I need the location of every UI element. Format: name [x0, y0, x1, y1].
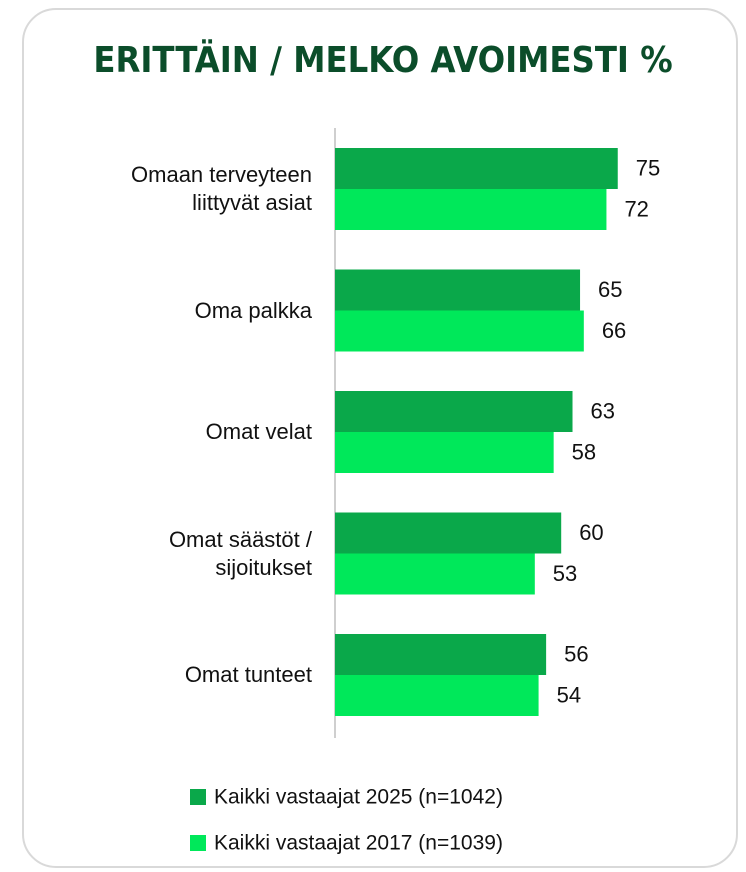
data-label: 60 — [579, 520, 603, 545]
data-label: 63 — [591, 398, 615, 423]
legend-label: Kaikki vastaajat 2025 (n=1042) — [214, 786, 503, 809]
data-label: 53 — [553, 561, 577, 586]
card — [22, 8, 738, 868]
bar — [335, 675, 539, 716]
category-label: Omat velat — [205, 419, 312, 444]
legend-swatch — [190, 789, 206, 805]
category-label: Oma palkka — [194, 297, 312, 323]
legend-swatch — [190, 835, 206, 851]
category-label: Omat tunteet — [184, 662, 312, 687]
chart-title: ERITTÄIN / MELKO AVOIMESTI % — [93, 39, 672, 81]
bar — [335, 310, 584, 352]
category-label: Omat säästöt / sijoitukset — [168, 526, 312, 580]
bar — [335, 148, 618, 189]
bar — [335, 553, 535, 595]
legend-label: Kaikki vastaajat 2017 (n=1039) — [214, 832, 503, 855]
bar — [335, 634, 547, 675]
bar — [335, 391, 573, 432]
bar — [335, 269, 581, 311]
category-label: Omaan terveyteen liittyvät asiat — [131, 162, 312, 215]
data-label: 58 — [572, 439, 596, 464]
data-label: 65 — [598, 277, 622, 302]
data-label: 72 — [624, 196, 648, 221]
data-label: 75 — [636, 155, 660, 180]
bar — [335, 432, 554, 473]
bar — [335, 189, 607, 230]
data-label: 54 — [557, 682, 581, 707]
data-label: 56 — [564, 641, 588, 666]
bar — [335, 512, 562, 554]
data-label: 66 — [602, 318, 626, 343]
